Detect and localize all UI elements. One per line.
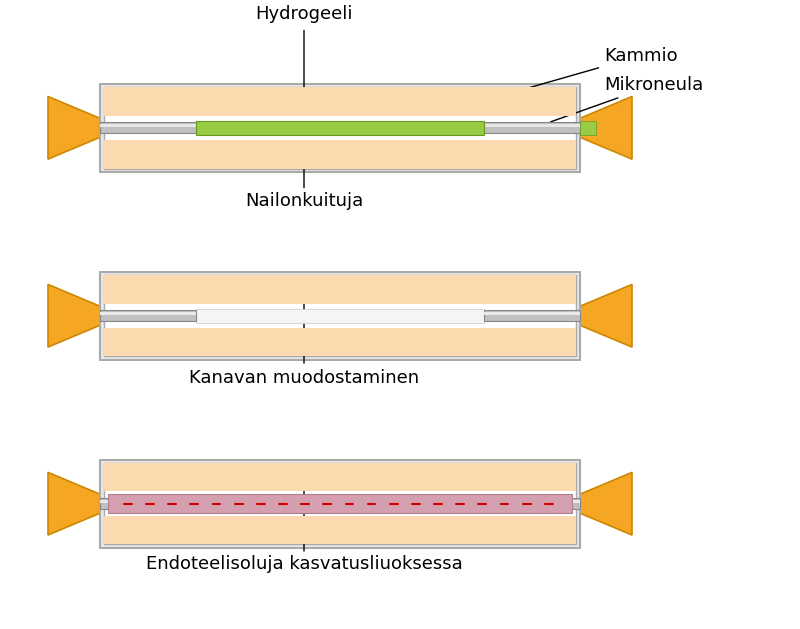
Text: Kammio: Kammio [518,47,678,91]
FancyBboxPatch shape [100,500,196,503]
Text: Hydrogeeli: Hydrogeeli [255,4,353,23]
FancyBboxPatch shape [100,460,580,548]
Text: Endoteelisoluja kasvatusliuoksessa: Endoteelisoluja kasvatusliuoksessa [146,555,462,573]
Text: Kanavan muodostaminen: Kanavan muodostaminen [189,369,419,387]
Bar [108,494,572,513]
Text: Nailonkuituja: Nailonkuituja [245,192,363,209]
FancyBboxPatch shape [100,84,580,172]
Bar [104,87,576,116]
FancyBboxPatch shape [484,312,580,315]
Polygon shape [576,284,632,347]
Bar [580,121,596,135]
FancyBboxPatch shape [100,310,196,321]
FancyBboxPatch shape [100,312,196,315]
FancyBboxPatch shape [484,124,580,127]
FancyBboxPatch shape [104,87,576,169]
Polygon shape [48,284,104,347]
FancyBboxPatch shape [100,122,196,133]
FancyBboxPatch shape [100,272,580,360]
Polygon shape [48,96,104,159]
Bar [104,275,576,304]
FancyBboxPatch shape [100,124,196,127]
Polygon shape [576,96,632,159]
Text: Mikroneula: Mikroneula [550,76,703,122]
FancyBboxPatch shape [100,498,196,509]
FancyBboxPatch shape [484,498,580,509]
Polygon shape [576,472,632,535]
FancyBboxPatch shape [484,500,580,503]
Bar [104,328,576,357]
Polygon shape [48,472,104,535]
FancyBboxPatch shape [104,275,576,357]
FancyBboxPatch shape [104,463,576,545]
FancyBboxPatch shape [484,310,580,321]
Bar [196,309,484,323]
Bar [104,140,576,169]
Bar [104,516,576,545]
Bar [196,121,484,135]
FancyBboxPatch shape [484,122,580,133]
Bar [104,463,576,491]
